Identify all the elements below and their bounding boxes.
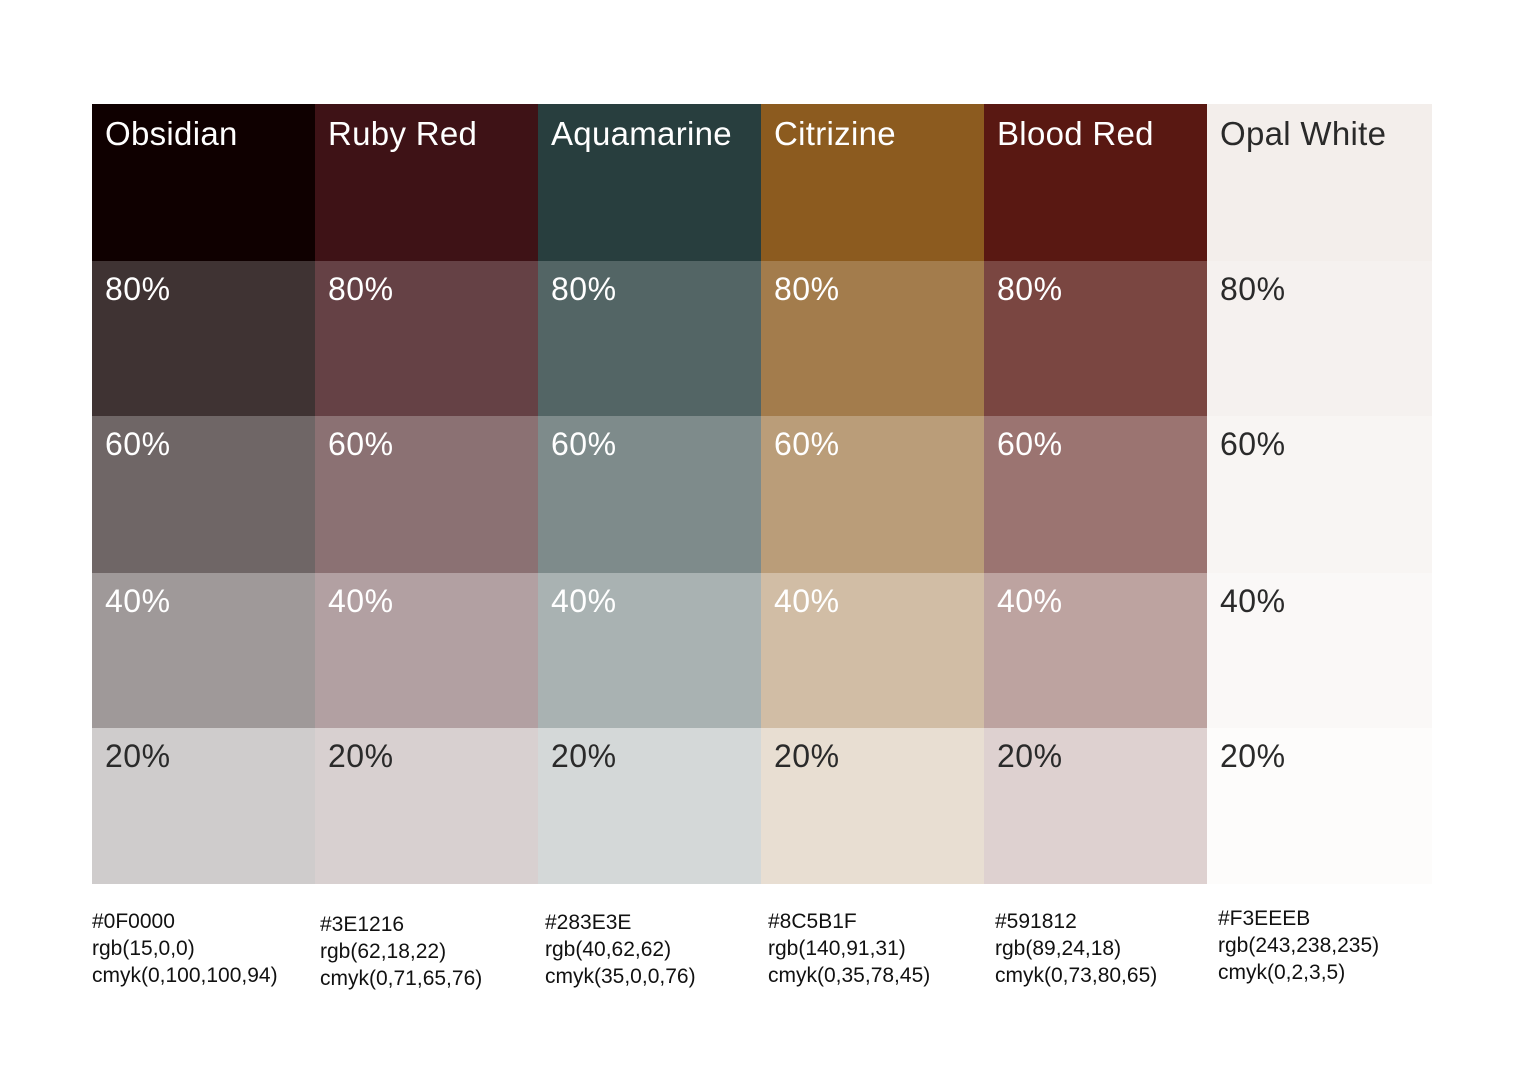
color-code-citrizine: #8C5B1F rgb(140,91,31) cmyk(0,35,78,45) bbox=[768, 908, 930, 989]
tint-swatch-citrizine-40: 40% bbox=[761, 573, 984, 728]
tint-swatch-obsidian-60: 60% bbox=[92, 416, 315, 573]
tint-swatch-ruby-red-20: 20% bbox=[315, 728, 538, 884]
tint-label: 20% bbox=[551, 738, 617, 774]
tint-swatch-obsidian-80: 80% bbox=[92, 261, 315, 416]
tint-swatch-opal-white-40: 40% bbox=[1207, 573, 1432, 728]
tint-swatch-blood-red-60: 60% bbox=[984, 416, 1207, 573]
hex-code: #F3EEEB bbox=[1218, 907, 1311, 930]
tint-label: 40% bbox=[774, 583, 840, 619]
color-code-aquamarine: #283E3E rgb(40,62,62) cmyk(35,0,0,76) bbox=[545, 909, 696, 990]
tint-swatch-aquamarine-40: 40% bbox=[538, 573, 761, 728]
tint-label: 60% bbox=[551, 426, 617, 462]
color-palette-grid: Obsidian Ruby Red Aquamarine Citrizine B… bbox=[92, 104, 1432, 884]
rgb-code: rgb(62,18,22) bbox=[320, 940, 447, 963]
tint-swatch-blood-red-80: 80% bbox=[984, 261, 1207, 416]
tint-label: 80% bbox=[105, 271, 171, 307]
rgb-code: rgb(40,62,62) bbox=[545, 938, 672, 961]
rgb-code: rgb(89,24,18) bbox=[995, 937, 1122, 960]
tint-label: 40% bbox=[1220, 583, 1286, 619]
tint-swatch-ruby-red-60: 60% bbox=[315, 416, 538, 573]
swatch-obsidian: Obsidian bbox=[92, 104, 315, 261]
tint-swatch-citrizine-20: 20% bbox=[761, 728, 984, 884]
color-code-opal-white: #F3EEEB rgb(243,238,235) cmyk(0,2,3,5) bbox=[1218, 905, 1379, 986]
tint-swatch-obsidian-40: 40% bbox=[92, 573, 315, 728]
tint-label: 60% bbox=[328, 426, 394, 462]
tint-swatch-aquamarine-60: 60% bbox=[538, 416, 761, 573]
tint-label: 60% bbox=[105, 426, 171, 462]
rgb-code: rgb(15,0,0) bbox=[92, 937, 195, 960]
color-name: Obsidian bbox=[105, 115, 238, 152]
tint-swatch-obsidian-20: 20% bbox=[92, 728, 315, 884]
tint-swatch-blood-red-20: 20% bbox=[984, 728, 1207, 884]
tint-swatch-aquamarine-20: 20% bbox=[538, 728, 761, 884]
color-name: Opal White bbox=[1220, 115, 1387, 152]
tint-label: 40% bbox=[328, 583, 394, 619]
cmyk-code: cmyk(0,2,3,5) bbox=[1218, 961, 1346, 984]
hex-code: #283E3E bbox=[545, 911, 632, 934]
tint-swatch-citrizine-80: 80% bbox=[761, 261, 984, 416]
tint-swatch-opal-white-80: 80% bbox=[1207, 261, 1432, 416]
tint-label: 80% bbox=[328, 271, 394, 307]
tint-label: 20% bbox=[774, 738, 840, 774]
hex-code: #8C5B1F bbox=[768, 910, 857, 933]
cmyk-code: cmyk(0,71,65,76) bbox=[320, 967, 483, 990]
swatch-opal-white: Opal White bbox=[1207, 104, 1432, 261]
tint-label: 40% bbox=[997, 583, 1063, 619]
swatch-ruby-red: Ruby Red bbox=[315, 104, 538, 261]
tint-label: 40% bbox=[105, 583, 171, 619]
color-code-obsidian: #0F0000 rgb(15,0,0) cmyk(0,100,100,94) bbox=[92, 908, 278, 989]
tint-label: 80% bbox=[1220, 271, 1286, 307]
color-name: Aquamarine bbox=[551, 115, 732, 152]
tint-label: 20% bbox=[997, 738, 1063, 774]
tint-label: 40% bbox=[551, 583, 617, 619]
hex-code: #0F0000 bbox=[92, 910, 175, 933]
tint-label: 60% bbox=[1220, 426, 1286, 462]
color-name: Ruby Red bbox=[328, 115, 478, 152]
color-codes: #0F0000 rgb(15,0,0) cmyk(0,100,100,94) #… bbox=[92, 905, 1432, 995]
hex-code: #3E1216 bbox=[320, 913, 405, 936]
rgb-code: rgb(140,91,31) bbox=[768, 937, 906, 960]
cmyk-code: cmyk(0,73,80,65) bbox=[995, 964, 1158, 987]
tint-label: 20% bbox=[328, 738, 394, 774]
swatch-citrizine: Citrizine bbox=[761, 104, 984, 261]
cmyk-code: cmyk(0,35,78,45) bbox=[768, 964, 931, 987]
tint-label: 20% bbox=[1220, 738, 1286, 774]
hex-code: #591812 bbox=[995, 910, 1077, 933]
tint-label: 80% bbox=[551, 271, 617, 307]
tint-swatch-aquamarine-80: 80% bbox=[538, 261, 761, 416]
rgb-code: rgb(243,238,235) bbox=[1218, 934, 1380, 957]
cmyk-code: cmyk(35,0,0,76) bbox=[545, 965, 696, 988]
tint-swatch-opal-white-20: 20% bbox=[1207, 728, 1432, 884]
tint-label: 20% bbox=[105, 738, 171, 774]
tint-swatch-opal-white-60: 60% bbox=[1207, 416, 1432, 573]
tint-label: 60% bbox=[997, 426, 1063, 462]
tint-swatch-blood-red-40: 40% bbox=[984, 573, 1207, 728]
color-code-blood-red: #591812 rgb(89,24,18) cmyk(0,73,80,65) bbox=[995, 908, 1157, 989]
tint-label: 80% bbox=[774, 271, 840, 307]
color-code-ruby-red: #3E1216 rgb(62,18,22) cmyk(0,71,65,76) bbox=[320, 911, 482, 992]
color-name: Citrizine bbox=[774, 115, 896, 152]
tint-swatch-ruby-red-80: 80% bbox=[315, 261, 538, 416]
swatch-aquamarine: Aquamarine bbox=[538, 104, 761, 261]
tint-swatch-citrizine-60: 60% bbox=[761, 416, 984, 573]
color-name: Blood Red bbox=[997, 115, 1154, 152]
tint-swatch-ruby-red-40: 40% bbox=[315, 573, 538, 728]
tint-label: 60% bbox=[774, 426, 840, 462]
cmyk-code: cmyk(0,100,100,94) bbox=[92, 964, 278, 987]
tint-label: 80% bbox=[997, 271, 1063, 307]
swatch-blood-red: Blood Red bbox=[984, 104, 1207, 261]
